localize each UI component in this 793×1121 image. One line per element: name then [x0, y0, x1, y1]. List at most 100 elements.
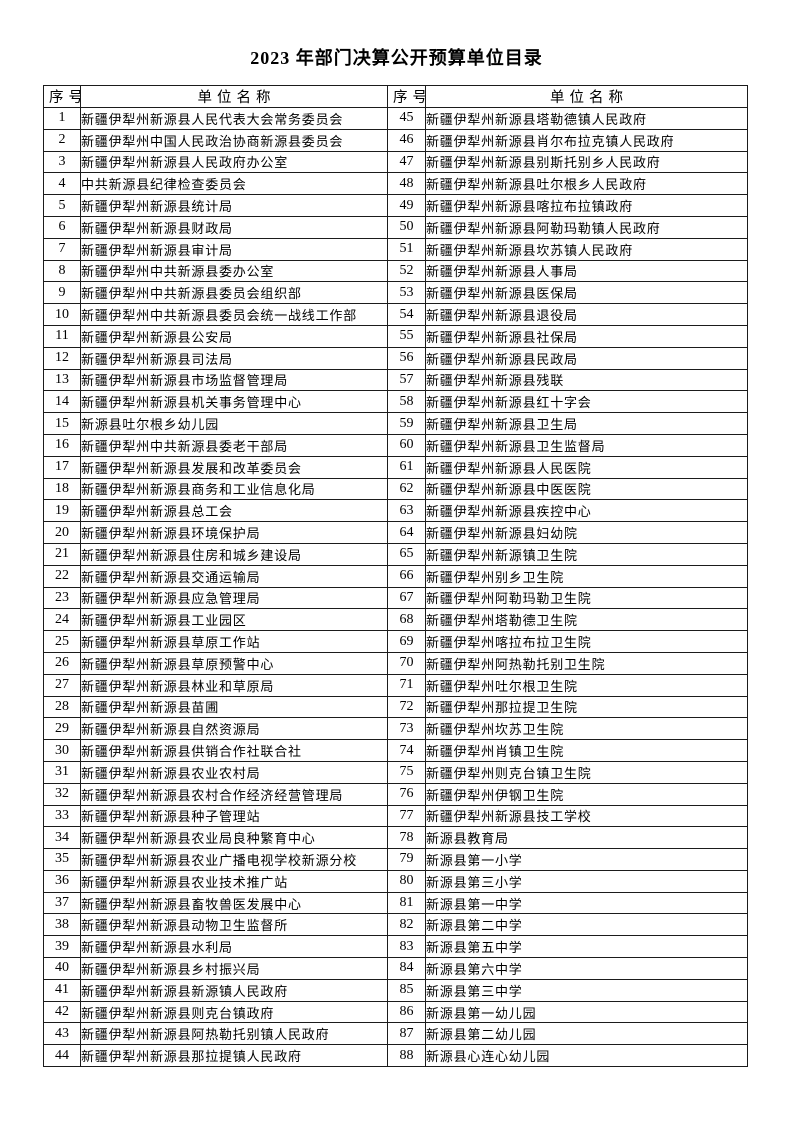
unit-name-cell-right: 新疆伊犁州喀拉布拉卫生院 — [425, 630, 748, 653]
serial-number-cell-right: 64 — [387, 521, 426, 544]
unit-name-cell-left: 新疆伊犁州新源县乡村振兴局 — [80, 957, 388, 980]
unit-name-cell-right: 新疆伊犁州塔勒德卫生院 — [425, 608, 748, 632]
unit-name-cell-left: 新疆伊犁州新源县公安局 — [80, 324, 388, 348]
unit-name-cell-left: 新疆伊犁州新源县农村合作经济经营管理局 — [80, 782, 388, 806]
table-row: 43 新疆伊犁州新源县阿热勒托别镇人民政府 87 新源县第二幼儿园 — [43, 1022, 748, 1046]
table-row: 33 新疆伊犁州新源县种子管理站 77 新疆伊犁州新源县技工学校 — [43, 804, 748, 828]
serial-number-cell-right: 52 — [387, 259, 426, 283]
serial-number-cell-left: 22 — [43, 564, 81, 588]
unit-name-cell-right: 新疆伊犁州阿热勒托别卫生院 — [425, 651, 748, 675]
serial-number-cell-right: 80 — [387, 869, 426, 893]
table-row: 3 新疆伊犁州新源县人民政府办公室 47 新疆伊犁州新源县别斯托别乡人民政府 — [43, 150, 748, 174]
unit-name-cell-left: 新疆伊犁州中共新源县委办公室 — [80, 259, 388, 283]
unit-name-cell-left: 新疆伊犁州新源县司法局 — [80, 346, 388, 370]
table-row: 37 新疆伊犁州新源县畜牧兽医发展中心 81 新源县第一中学 — [43, 891, 748, 915]
serial-number-cell-left: 25 — [43, 630, 81, 653]
table-row: 31 新疆伊犁州新源县农业农村局 75 新疆伊犁州则克台镇卫生院 — [43, 760, 748, 784]
unit-name-cell-left: 新疆伊犁州新源县财政局 — [80, 215, 388, 239]
serial-number-cell-right: 61 — [387, 455, 426, 479]
unit-name-cell-left: 新疆伊犁州新源县商务和工业信息化局 — [80, 477, 388, 501]
unit-name-cell-left: 新疆伊犁州中国人民政治协商新源县委员会 — [80, 128, 388, 152]
serial-number-cell-left: 21 — [43, 542, 81, 566]
unit-name-cell-right: 新疆伊犁州别乡卫生院 — [425, 564, 748, 588]
unit-name-cell-right: 新疆伊犁州新源县塔勒德镇人民政府 — [425, 107, 748, 130]
table-row: 12 新疆伊犁州新源县司法局 56 新疆伊犁州新源县民政局 — [43, 346, 748, 370]
table-row: 17 新疆伊犁州新源县发展和改革委员会 61 新疆伊犁州新源县人民医院 — [43, 455, 748, 479]
unit-name-cell-right: 新疆伊犁州新源县阿勒玛勒镇人民政府 — [425, 215, 748, 239]
table-row: 25 新疆伊犁州新源县草原工作站 69 新疆伊犁州喀拉布拉卫生院 — [43, 630, 748, 653]
serial-number-cell-left: 37 — [43, 891, 81, 915]
table-row: 40 新疆伊犁州新源县乡村振兴局 84 新源县第六中学 — [43, 957, 748, 980]
serial-number-cell-right: 63 — [387, 499, 426, 523]
unit-name-cell-right: 新疆伊犁州新源县卫生监督局 — [425, 433, 748, 457]
unit-name-cell-left: 新疆伊犁州新源县种子管理站 — [80, 804, 388, 828]
table-row: 26 新疆伊犁州新源县草原预警中心 70 新疆伊犁州阿热勒托别卫生院 — [43, 651, 748, 675]
unit-name-cell-left: 新疆伊犁州新源县发展和改革委员会 — [80, 455, 388, 479]
serial-number-cell-right: 73 — [387, 717, 426, 741]
serial-number-cell-right: 69 — [387, 630, 426, 653]
unit-name-cell-left: 新疆伊犁州新源县动物卫生监督所 — [80, 913, 388, 937]
serial-number-cell-left: 35 — [43, 848, 81, 871]
serial-number-cell-right: 87 — [387, 1022, 426, 1046]
serial-number-cell-right: 83 — [387, 935, 426, 959]
unit-name-cell-left: 新疆伊犁州新源县总工会 — [80, 499, 388, 523]
unit-name-cell-left: 新疆伊犁州新源县畜牧兽医发展中心 — [80, 891, 388, 915]
serial-number-cell-left: 28 — [43, 695, 81, 719]
table-row: 1 新疆伊犁州新源县人民代表大会常务委员会 45 新疆伊犁州新源县塔勒德镇人民政… — [43, 107, 748, 130]
serial-number-cell-left: 24 — [43, 608, 81, 632]
unit-name-cell-left: 新疆伊犁州新源县应急管理局 — [80, 586, 388, 610]
unit-name-cell-right: 新疆伊犁州新源县社保局 — [425, 324, 748, 348]
table-row: 30 新疆伊犁州新源县供销合作社联合社 74 新疆伊犁州肖镇卫生院 — [43, 739, 748, 762]
serial-number-cell-right: 72 — [387, 695, 426, 719]
unit-name-cell-right: 新疆伊犁州新源县喀拉布拉镇政府 — [425, 194, 748, 217]
unit-name-cell-right: 新疆伊犁州新源县妇幼院 — [425, 521, 748, 544]
serial-number-cell-left: 17 — [43, 455, 81, 479]
serial-number-cell-left: 8 — [43, 259, 81, 283]
unit-name-cell-right: 新疆伊犁州伊钢卫生院 — [425, 782, 748, 806]
serial-number-cell-right: 78 — [387, 826, 426, 850]
unit-name-cell-left: 新疆伊犁州中共新源县委员会组织部 — [80, 281, 388, 305]
table-row: 28 新疆伊犁州新源县苗圃 72 新疆伊犁州那拉提卫生院 — [43, 695, 748, 719]
unit-name-cell-right: 新源县第三中学 — [425, 978, 748, 1002]
serial-number-cell-left: 40 — [43, 957, 81, 980]
serial-number-cell-right: 56 — [387, 346, 426, 370]
unit-name-cell-right: 新疆伊犁州则克台镇卫生院 — [425, 760, 748, 784]
unit-name-cell-right: 新疆伊犁州吐尔根卫生院 — [425, 673, 748, 697]
serial-number-cell-right: 59 — [387, 412, 426, 435]
table-row: 42 新疆伊犁州新源县则克台镇政府 86 新源县第一幼儿园 — [43, 1000, 748, 1024]
serial-number-cell-right: 67 — [387, 586, 426, 610]
table-row: 11 新疆伊犁州新源县公安局 55 新疆伊犁州新源县社保局 — [43, 324, 748, 348]
serial-number-cell-left: 7 — [43, 237, 81, 261]
serial-number-cell-left: 23 — [43, 586, 81, 610]
serial-number-cell-left: 20 — [43, 521, 81, 544]
unit-name-cell-left: 新疆伊犁州新源县草原预警中心 — [80, 651, 388, 675]
serial-number-cell-left: 26 — [43, 651, 81, 675]
unit-name-cell-right: 新疆伊犁州新源县民政局 — [425, 346, 748, 370]
serial-number-cell-right: 54 — [387, 303, 426, 326]
serial-number-cell-right: 81 — [387, 891, 426, 915]
unit-name-cell-right: 新疆伊犁州新源县技工学校 — [425, 804, 748, 828]
serial-number-cell-left: 19 — [43, 499, 81, 523]
serial-number-cell-right: 68 — [387, 608, 426, 632]
unit-name-cell-right: 新疆伊犁州新源县中医医院 — [425, 477, 748, 501]
table-row: 19 新疆伊犁州新源县总工会 63 新疆伊犁州新源县疾控中心 — [43, 499, 748, 523]
table-row: 34 新疆伊犁州新源县农业局良种繁育中心 78 新源县教育局 — [43, 826, 748, 850]
serial-number-cell-left: 32 — [43, 782, 81, 806]
serial-number-cell-left: 15 — [43, 412, 81, 435]
serial-number-cell-left: 31 — [43, 760, 81, 784]
serial-number-cell-left: 3 — [43, 150, 81, 174]
unit-name-cell-left: 新疆伊犁州新源县农业技术推广站 — [80, 869, 388, 893]
serial-number-cell-right: 82 — [387, 913, 426, 937]
table-row: 14 新疆伊犁州新源县机关事务管理中心 58 新疆伊犁州新源县红十字会 — [43, 390, 748, 414]
serial-number-cell-right: 47 — [387, 150, 426, 174]
serial-number-cell-right: 70 — [387, 651, 426, 675]
unit-name-cell-left: 新疆伊犁州新源县市场监督管理局 — [80, 368, 388, 392]
unit-name-cell-right: 新疆伊犁州新源县医保局 — [425, 281, 748, 305]
serial-number-cell-right: 74 — [387, 739, 426, 762]
serial-number-cell-left: 38 — [43, 913, 81, 937]
table-row: 21 新疆伊犁州新源县住房和城乡建设局 65 新疆伊犁州新源镇卫生院 — [43, 542, 748, 566]
unit-name-cell-left: 新疆伊犁州新源县农业广播电视学校新源分校 — [80, 848, 388, 871]
serial-number-cell-right: 48 — [387, 172, 426, 196]
column-header-serial-right: 序号 — [387, 85, 426, 108]
